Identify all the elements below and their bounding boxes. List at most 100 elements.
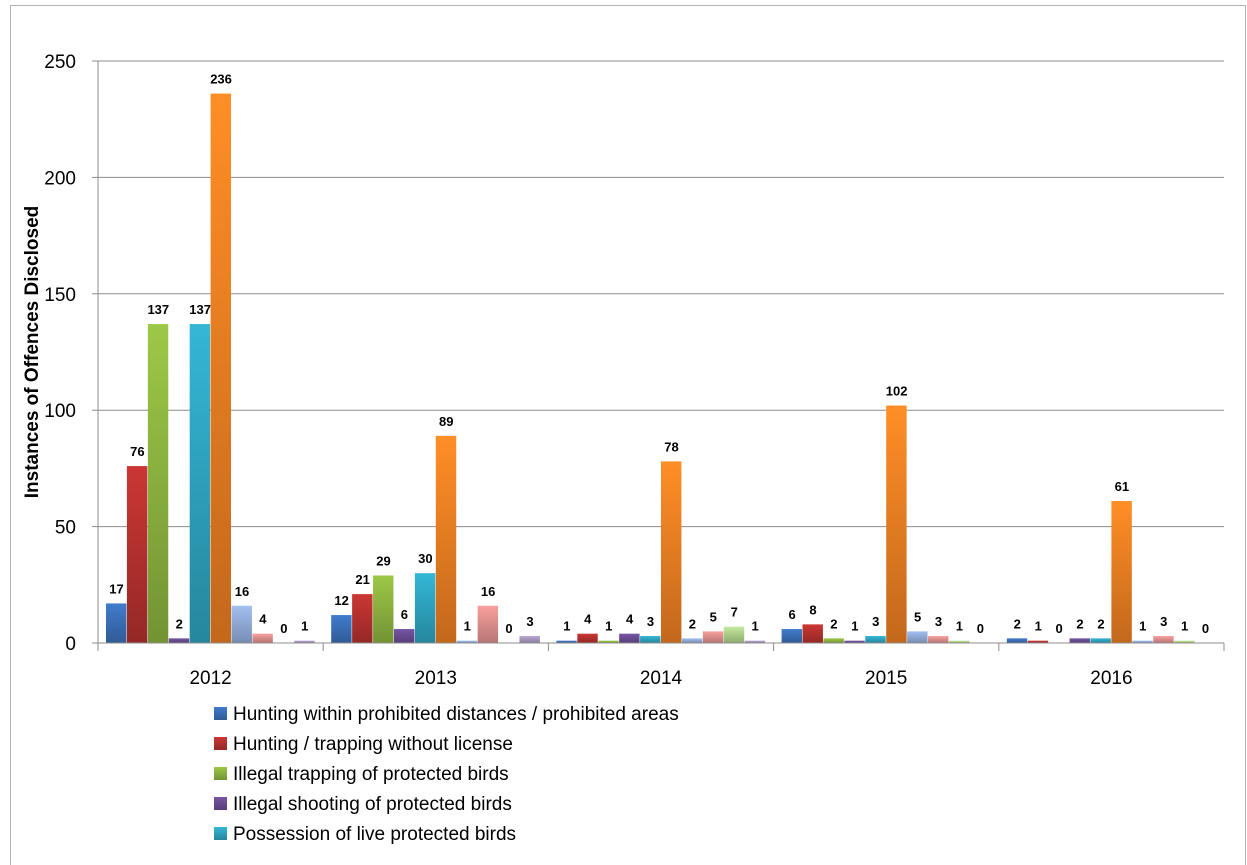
data-label: 29 [376,553,390,568]
legend-label: Possession of live protected birds [233,824,516,845]
bar [189,324,211,643]
data-label: 1 [1181,619,1188,634]
bar [231,605,252,643]
bar [640,636,661,643]
bar [681,638,703,643]
data-label: 3 [872,614,879,629]
x-tick-labels: 2012 2013 2014 2015 2016 [189,668,1132,689]
bar [168,638,190,643]
data-label: 1 [301,619,308,634]
data-label: 3 [647,614,654,629]
legend-swatch [214,737,227,750]
data-label: 4 [626,612,634,627]
legend-label: Illegal trapping of protected birds [233,764,509,785]
legend-swatch [214,767,227,780]
legend-swatch [214,827,227,840]
y-tick-label: 250 [44,52,76,73]
gridlines [92,60,1224,644]
data-label: 5 [914,609,921,624]
bar [331,615,352,643]
data-label: 6 [788,607,795,622]
data-label: 0 [505,621,512,636]
bar [907,631,928,643]
x-tick-label: 2016 [1090,668,1132,689]
bar [252,633,273,643]
bar [1006,638,1028,643]
data-label: 0 [280,621,287,636]
legend-swatch [214,797,227,810]
bar [1132,640,1153,643]
data-label: 1 [563,619,570,634]
y-tick-label: 150 [44,285,76,306]
data-label: 2 [1076,616,1083,631]
data-label: 1 [851,619,858,634]
data-label: 1 [1139,619,1146,634]
bar [519,636,540,643]
y-tick-label: 100 [44,401,76,422]
data-label: 89 [439,414,453,429]
bar [723,626,745,643]
bar [1111,500,1132,643]
data-label: 2 [1014,616,1021,631]
data-label: 5 [710,609,717,624]
bar [1069,638,1090,643]
data-label: 4 [584,612,592,627]
data-label: 61 [1115,479,1129,494]
bar [1153,636,1174,643]
data-label: 2 [176,616,183,631]
bar [865,636,886,643]
bar [106,603,127,643]
y-axis-label: Instances of Offences Disclosed [22,206,43,499]
data-label: 1 [956,619,963,634]
bars [106,93,1195,644]
data-label: 7 [731,605,738,620]
data-label: 3 [1160,614,1167,629]
data-label: 2 [689,616,696,631]
data-label: 12 [334,593,348,608]
bar [210,93,232,644]
data-label: 16 [235,584,249,599]
bar [781,629,803,643]
bar [744,640,766,643]
bar [577,633,598,643]
bar [886,405,907,643]
data-label: 4 [259,612,267,627]
x-tick-label: 2013 [415,668,457,689]
bar [352,594,373,643]
bar [294,640,315,643]
data-label: 6 [401,607,408,622]
bar [661,461,682,643]
data-label: 0 [977,621,984,636]
legend-label: Illegal shooting of protected birds [233,794,512,815]
y-tick-label: 0 [65,634,76,655]
bar [556,640,577,643]
bar [702,631,724,643]
bar [598,640,619,643]
data-label: 16 [481,584,495,599]
data-label: 3 [935,614,942,629]
legend-swatch [214,707,227,720]
legend-label: Hunting / trapping without license [233,734,513,755]
bar [414,573,436,643]
legend: Hunting within prohibited distances / pr… [214,704,679,845]
data-label: 1 [1035,619,1042,634]
data-label: 76 [130,444,144,459]
bar [1027,640,1049,643]
data-label: 1 [464,619,471,634]
bar [928,636,949,643]
bar [1174,640,1195,643]
bar [823,638,844,643]
y-tick-labels: 0 50 100 150 200 250 [44,52,76,655]
data-label: 0 [1055,621,1062,636]
bar [373,575,394,643]
chart-frame [10,5,1246,865]
data-label: 236 [210,72,232,87]
legend-label: Hunting within prohibited distances / pr… [233,704,679,725]
data-label: 1 [752,619,759,634]
axes [97,61,1225,651]
y-tick-label: 50 [55,518,76,539]
data-label: 78 [664,439,678,454]
bar [393,629,415,643]
